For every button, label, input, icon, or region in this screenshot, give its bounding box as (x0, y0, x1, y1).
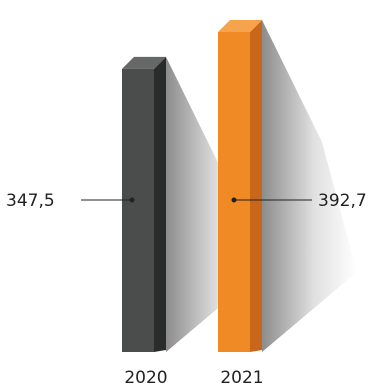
bars-group (122, 20, 262, 353)
callout-dot-2020 (129, 197, 135, 203)
bar-top-2021 (218, 20, 262, 32)
bar-side-2020 (154, 56, 166, 353)
bar-shadow-2021 (262, 20, 357, 352)
value-label-2021: 392,7 (318, 191, 367, 211)
category-axis-labels: 2020 2021 (124, 368, 263, 385)
bar-top-2020 (122, 56, 166, 69)
category-label-2020: 2020 (124, 368, 167, 385)
bar-2020 (122, 68, 154, 352)
value-label-2020: 347,5 (6, 191, 55, 211)
callout-dot-2021 (231, 197, 237, 203)
bar-side-2021 (250, 20, 262, 352)
value-callouts: 347,5 392,7 (6, 191, 367, 211)
category-label-2021: 2021 (220, 368, 263, 385)
bar-2021 (218, 32, 250, 352)
